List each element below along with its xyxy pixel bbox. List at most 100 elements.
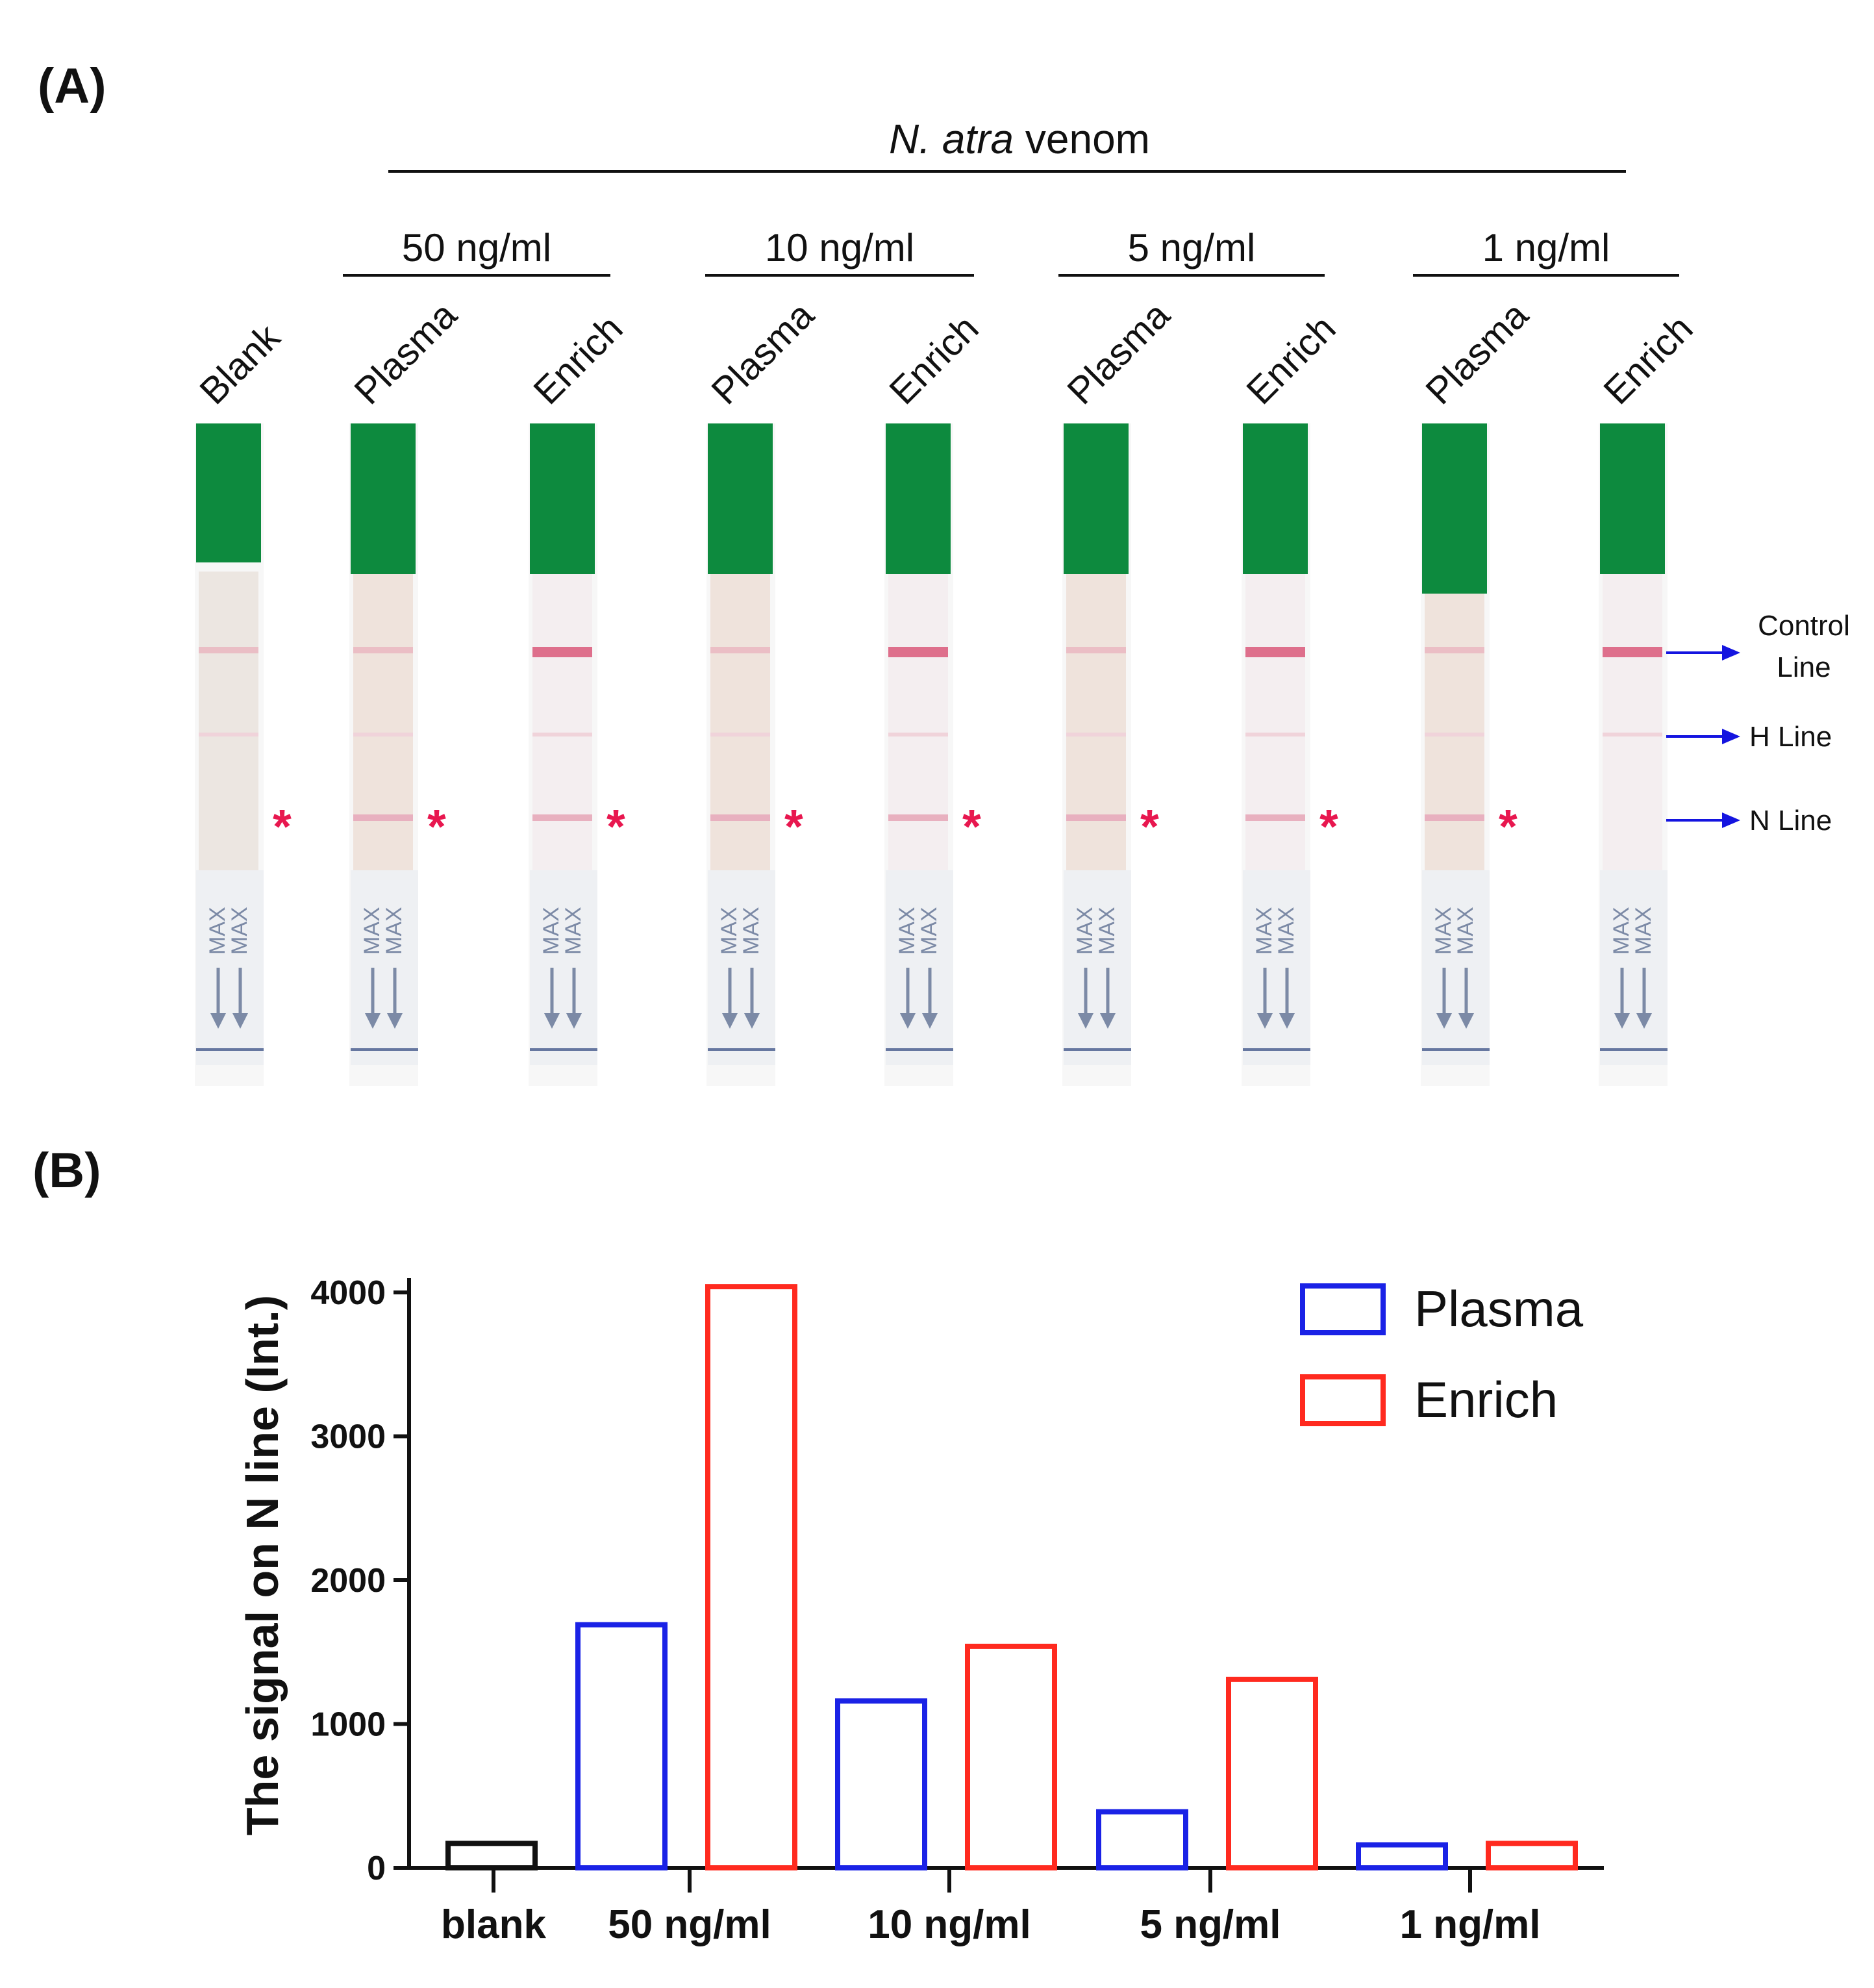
strip-membrane [1066, 572, 1126, 870]
x-category-label: 5 ng/ml [1140, 1902, 1281, 1947]
strip-n-line [710, 814, 770, 821]
strip-label: Plasma [1418, 294, 1536, 412]
concentration-label: 5 ng/ml [1128, 226, 1256, 270]
panel-a-label: (A) [38, 58, 106, 114]
strip-max-text: MAX [561, 907, 586, 955]
bar-enrich [965, 1643, 1057, 1870]
strip-max-text: MAX [1274, 907, 1299, 955]
down-arrow-head-icon [922, 1013, 938, 1029]
strip-h-line [353, 733, 413, 736]
n-line-arrow-icon [1722, 812, 1740, 828]
strip-max-text: MAX [1631, 907, 1656, 955]
concentration-label: 50 ng/ml [402, 226, 551, 270]
strip-green-tab [1064, 423, 1129, 574]
strip-label: Enrich [881, 307, 986, 412]
strip-max-text: MAX [1252, 907, 1277, 955]
control-line-label-2: Line [1777, 651, 1830, 683]
x-category-label: 10 ng/ml [868, 1902, 1031, 1947]
bar-plasma [1356, 1842, 1448, 1871]
strip-membrane [1603, 572, 1662, 870]
strip-max-area [1064, 870, 1131, 1065]
strip-green-tab [886, 423, 951, 574]
strip-green-tab [196, 423, 261, 562]
strip-max-area [530, 870, 597, 1065]
strip-h-line [1425, 733, 1484, 736]
strip-h-line [1245, 733, 1305, 736]
strip-max-text: MAX [1431, 907, 1456, 955]
strip-green-tab [1243, 423, 1308, 574]
down-arrow-head-icon [210, 1013, 226, 1029]
strip-label: Blank [192, 316, 288, 412]
down-arrow-head-icon [1614, 1013, 1630, 1029]
strip-h-line [1603, 733, 1662, 736]
strip-green-tab [1600, 423, 1665, 574]
strip-n-line [1245, 814, 1305, 821]
strip-control-line [532, 647, 592, 657]
h-line-label: H Line [1749, 721, 1832, 753]
strip-membrane [199, 572, 258, 870]
legend-swatch [1300, 1283, 1386, 1335]
down-arrow-head-icon [544, 1013, 560, 1029]
strip-green-tab [530, 423, 595, 574]
asterisk-marker: * [962, 799, 981, 853]
down-arrow-head-icon [1279, 1013, 1295, 1029]
strip-membrane [710, 572, 770, 870]
strip-label: Enrich [525, 307, 631, 412]
n-line-label: N Line [1749, 805, 1832, 837]
bar-chart: 0 1000 2000 3000 4000 blank 50 ng/ml 10 ng/ml 5 … [310, 1274, 1604, 1947]
bar-plasma [835, 1698, 927, 1871]
down-arrow-head-icon [1078, 1013, 1093, 1029]
bar-plasma [1096, 1809, 1188, 1870]
bar-enrich [1486, 1841, 1578, 1870]
strip-max-text: MAX [917, 907, 942, 955]
strip-max-text: MAX [717, 907, 742, 955]
strip-label: Enrich [1595, 307, 1701, 412]
strip-control-line [199, 647, 258, 653]
strip-control-line [1245, 647, 1305, 657]
strip-max-area [886, 870, 953, 1065]
bar-enrich [705, 1284, 797, 1870]
legend-label: Enrich [1414, 1371, 1558, 1428]
strip-h-line [1066, 733, 1126, 736]
h-line-arrow-icon [1722, 729, 1740, 744]
down-arrow-head-icon [1636, 1013, 1652, 1029]
strip-h-line [710, 733, 770, 736]
strip-control-line [353, 647, 413, 653]
y-tick-label: 1000 [310, 1706, 386, 1744]
down-arrow-head-icon [1458, 1013, 1474, 1029]
strip-label: Plasma [346, 294, 465, 412]
strip-max-area [708, 870, 775, 1065]
strip-n-line [353, 814, 413, 821]
strip-membrane [353, 572, 413, 870]
strip-control-line [710, 647, 770, 653]
strip-h-line [199, 733, 258, 736]
down-arrow-head-icon [387, 1013, 403, 1029]
asterisk-marker: * [1319, 799, 1338, 853]
y-axis-label: The signal on N line (Int.) [237, 1295, 288, 1835]
strip-label: Enrich [1238, 307, 1343, 412]
x-category-label: 1 ng/ml [1399, 1902, 1540, 1947]
strip-h-line [888, 733, 948, 736]
asterisk-marker: * [784, 799, 803, 853]
y-tick-label: 2000 [310, 1562, 386, 1600]
strip-label: Plasma [703, 294, 822, 412]
x-category-label: blank [441, 1902, 546, 1947]
control-line-label-1: Control [1758, 610, 1850, 642]
bar-enrich [1226, 1676, 1318, 1870]
strip-max-text: MAX [895, 907, 919, 955]
line-indicators: Control Line H Line N Line [1666, 610, 1850, 837]
strip-membrane [888, 572, 948, 870]
strip-max-area [1243, 870, 1310, 1065]
y-tick-label: 3000 [310, 1418, 386, 1456]
strip-max-area [1600, 870, 1668, 1065]
down-arrow-head-icon [232, 1013, 248, 1029]
strip-max-area [1422, 870, 1490, 1065]
y-tick-label: 0 [367, 1850, 386, 1887]
down-arrow-head-icon [1436, 1013, 1452, 1029]
